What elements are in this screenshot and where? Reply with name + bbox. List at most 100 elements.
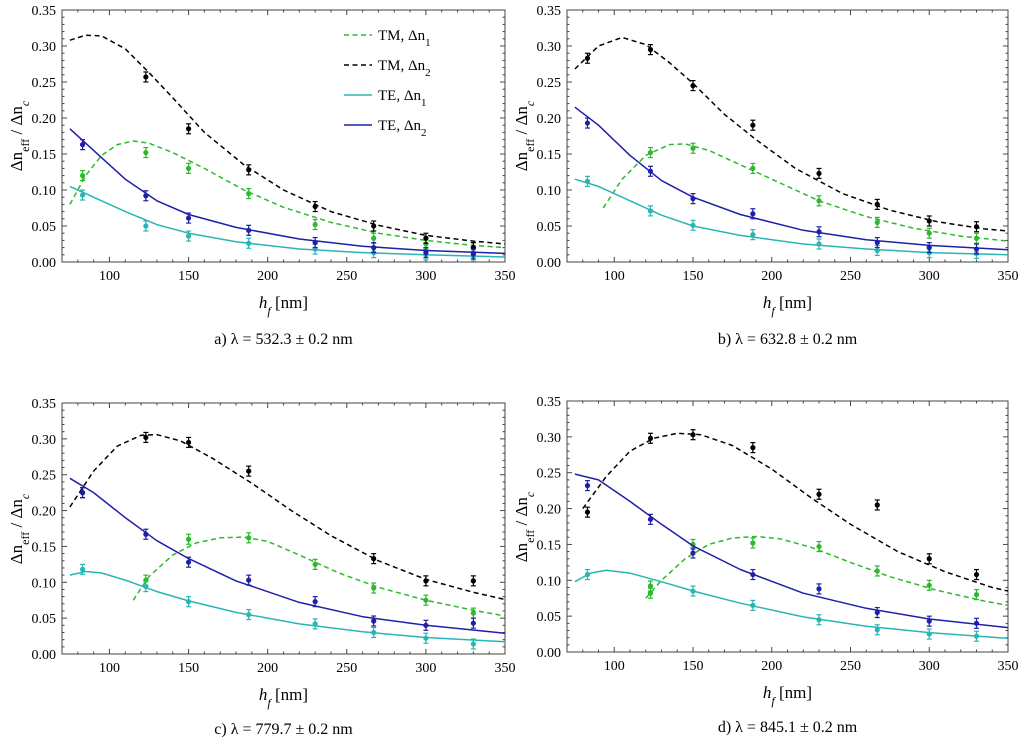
- data-point: [690, 550, 696, 556]
- data-point: [874, 502, 880, 508]
- series-tm-n1: [645, 535, 1008, 607]
- legend: TM, Δn1 TM, Δn2 TE, Δn1 TE, Δn2: [344, 28, 431, 139]
- x-tick-label: 300: [919, 269, 940, 284]
- x-tick-label: 350: [495, 269, 516, 284]
- data-point: [185, 559, 192, 565]
- data-point: [750, 165, 756, 171]
- y-tick-label: 0.35: [32, 4, 57, 19]
- y-tick-label: 0.30: [537, 431, 562, 446]
- series-tm-n2: [582, 429, 1008, 592]
- data-point: [312, 621, 318, 627]
- y-tick-label: 0.10: [537, 184, 562, 199]
- data-point: [371, 245, 377, 251]
- fit-curve-te-n1: [69, 570, 505, 643]
- y-tick-label: 0.00: [32, 648, 57, 663]
- data-point: [926, 230, 932, 236]
- data-point: [371, 223, 377, 229]
- data-point: [371, 556, 377, 562]
- fit-curve-tm-n2: [69, 433, 505, 601]
- y-tick-label: 0.35: [32, 397, 57, 412]
- data-point: [647, 208, 654, 214]
- data-point: [79, 192, 86, 198]
- data-point: [874, 201, 880, 207]
- plot-frame: [566, 400, 1009, 653]
- data-point: [926, 618, 932, 624]
- data-point: [423, 235, 429, 241]
- x-tick-label: 100: [604, 269, 625, 284]
- data-point: [750, 232, 756, 238]
- x-tick-label: 350: [998, 659, 1019, 674]
- y-tick-label: 0.00: [537, 646, 562, 661]
- y-axis-label: Δneff / Δnc: [7, 493, 32, 564]
- data-point: [584, 509, 591, 515]
- data-point: [143, 531, 149, 537]
- data-point: [874, 609, 880, 616]
- data-point: [423, 635, 429, 641]
- data-point: [690, 83, 696, 89]
- data-point: [647, 47, 654, 53]
- y-tick-label: 0.15: [537, 148, 562, 163]
- x-tick-label: 200: [257, 661, 278, 676]
- fit-curve-te-n1: [574, 569, 1008, 640]
- data-point: [750, 122, 756, 128]
- x-tick-label: 300: [919, 659, 940, 674]
- y-tick-label: 0.25: [537, 76, 562, 91]
- data-point: [143, 74, 149, 80]
- data-point: [690, 588, 696, 594]
- y-tick-label: 0.15: [32, 540, 57, 555]
- x-tick-label: 100: [604, 659, 625, 674]
- y-tick-label: 0.30: [32, 433, 57, 448]
- series-tm-n1: [602, 142, 1008, 244]
- x-tick-label: 200: [761, 659, 782, 674]
- data-point: [312, 239, 318, 246]
- x-tick-label: 350: [495, 661, 516, 676]
- chart-panel-b: 0.00 0.05 0.10 0.15 0.20 0.25 0.30 0.35 100 150 20…: [512, 4, 1019, 348]
- series-te-n1: [574, 568, 1008, 642]
- data-point: [874, 239, 880, 246]
- data-point: [973, 633, 980, 639]
- x-tick-label: 100: [99, 661, 120, 676]
- data-point: [246, 227, 252, 233]
- data-point: [690, 196, 696, 202]
- data-point: [647, 149, 654, 156]
- x-tick-label: 250: [336, 269, 357, 284]
- data-point: [973, 246, 980, 252]
- data-point: [246, 611, 252, 618]
- data-point: [423, 622, 429, 628]
- plot-frame: [566, 9, 1009, 263]
- legend-label-tm-n1: TM, Δn1: [378, 28, 431, 49]
- fit-curve-tm-n1: [602, 143, 1008, 242]
- legend-label-te-n2: TE, Δn2: [378, 118, 426, 139]
- data-point: [973, 224, 980, 230]
- data-point: [143, 149, 149, 156]
- data-point: [470, 578, 476, 584]
- data-point: [470, 251, 476, 257]
- x-tick-label: 150: [178, 269, 199, 284]
- data-point: [926, 556, 932, 562]
- x-tick-label: 150: [683, 659, 704, 674]
- x-tick-label: 300: [415, 269, 436, 284]
- y-tick-label: 0.00: [32, 256, 57, 271]
- fit-curve-tm-n2: [69, 34, 505, 245]
- series-te-n2: [574, 473, 1008, 629]
- data-point: [973, 235, 980, 241]
- data-point: [690, 222, 696, 228]
- fit-curve-tm-n1: [645, 535, 1008, 607]
- data-point: [246, 167, 252, 173]
- data-point: [312, 203, 318, 210]
- data-point: [470, 620, 476, 626]
- y-tick-label: 0.35: [537, 4, 562, 19]
- data-point: [816, 617, 822, 623]
- fit-curve-te-n2: [574, 106, 1008, 251]
- data-point: [584, 483, 591, 489]
- legend-label-te-n1: TE, Δn1: [378, 88, 426, 109]
- fit-curve-tm-n2: [574, 36, 1008, 232]
- data-point: [816, 586, 822, 592]
- data-point: [246, 468, 252, 474]
- data-point: [874, 219, 880, 225]
- fit-curve-te-n2: [574, 473, 1008, 629]
- x-axis-label: hf [nm]: [763, 293, 812, 318]
- data-point: [246, 191, 252, 197]
- data-point: [185, 126, 192, 132]
